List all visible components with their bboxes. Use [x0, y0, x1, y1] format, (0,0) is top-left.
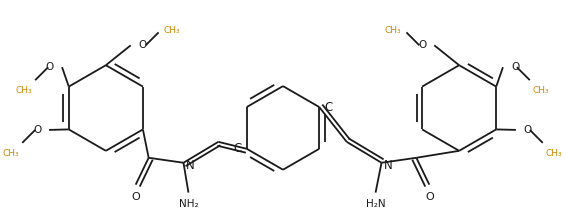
Text: CH₃: CH₃ — [385, 26, 401, 35]
Text: O: O — [46, 62, 54, 72]
Text: H₂N: H₂N — [366, 198, 385, 209]
Text: O: O — [524, 125, 532, 135]
Text: NH₂: NH₂ — [179, 198, 198, 209]
Text: CH₃: CH₃ — [164, 26, 180, 35]
Text: N: N — [185, 159, 194, 172]
Text: O: O — [131, 192, 140, 202]
Text: O: O — [511, 62, 519, 72]
Text: CH₃: CH₃ — [3, 149, 19, 158]
Text: CH₃: CH₃ — [546, 149, 562, 158]
Text: O: O — [425, 192, 434, 202]
Text: C: C — [324, 101, 332, 113]
Text: CH₃: CH₃ — [16, 86, 32, 95]
Text: N: N — [384, 159, 392, 172]
Text: CH₃: CH₃ — [533, 86, 549, 95]
Text: C: C — [233, 142, 242, 155]
Text: O: O — [418, 40, 427, 50]
Text: O: O — [138, 40, 147, 50]
Text: O: O — [33, 125, 41, 135]
